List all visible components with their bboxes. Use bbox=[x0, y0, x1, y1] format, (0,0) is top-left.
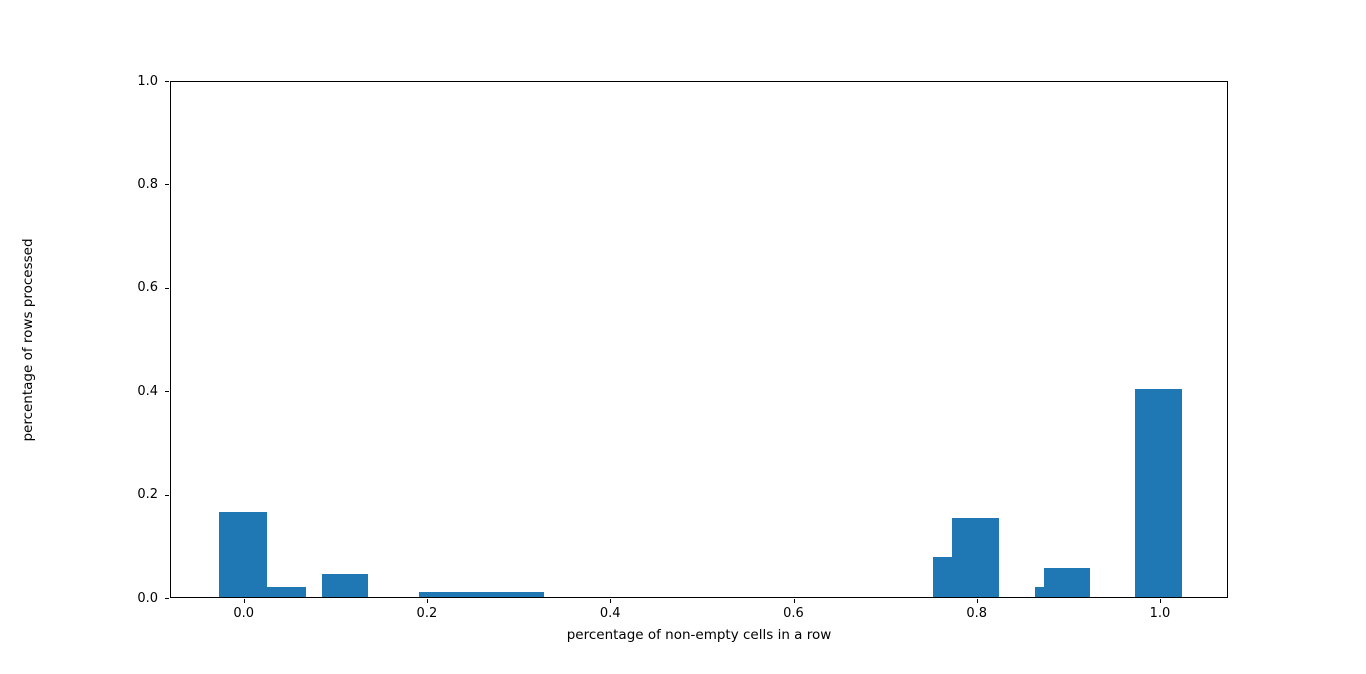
histogram-bar bbox=[1135, 389, 1183, 597]
x-axis-tick bbox=[426, 599, 428, 603]
y-axis-tick bbox=[165, 184, 169, 186]
y-tick-label: 0.0 bbox=[137, 590, 158, 606]
y-tick-label: 0.6 bbox=[137, 280, 158, 296]
x-tick-label: 0.0 bbox=[233, 606, 255, 621]
histogram-bar bbox=[219, 511, 267, 597]
histogram-bar bbox=[321, 574, 369, 597]
histogram-bar bbox=[932, 557, 952, 597]
x-tick-label: 0.4 bbox=[599, 606, 621, 621]
plot-area bbox=[170, 81, 1228, 598]
histogram-bar bbox=[266, 587, 307, 597]
y-tick-label: 0.4 bbox=[137, 383, 158, 399]
y-axis-label: percentage of rows processed bbox=[20, 237, 36, 442]
y-axis-tick bbox=[165, 598, 169, 599]
y-axis-tick bbox=[165, 391, 169, 393]
y-axis-tick bbox=[165, 287, 169, 289]
histogram-bar bbox=[952, 518, 999, 597]
x-tick-label: 0.6 bbox=[783, 606, 804, 621]
x-axis-tick bbox=[1160, 599, 1161, 603]
x-axis-tick bbox=[243, 599, 245, 603]
x-axis-tick bbox=[976, 599, 978, 603]
x-axis-tick bbox=[793, 599, 795, 603]
y-tick-label: 1.0 bbox=[137, 73, 158, 89]
histogram-bar bbox=[1043, 567, 1091, 597]
x-tick-label: 0.8 bbox=[966, 606, 988, 621]
y-tick-label: 0.8 bbox=[137, 176, 158, 192]
x-axis-tick bbox=[610, 599, 612, 603]
histogram-bar bbox=[1034, 587, 1044, 597]
y-axis-tick bbox=[165, 494, 169, 496]
y-axis-tick bbox=[165, 81, 169, 82]
histogram-bar bbox=[418, 591, 545, 597]
x-tick-label: 0.2 bbox=[416, 606, 438, 621]
x-tick-label: 1.0 bbox=[1149, 606, 1171, 621]
y-tick-label: 0.2 bbox=[137, 487, 158, 503]
x-axis-label: percentage of non-empty cells in a row bbox=[566, 627, 832, 643]
